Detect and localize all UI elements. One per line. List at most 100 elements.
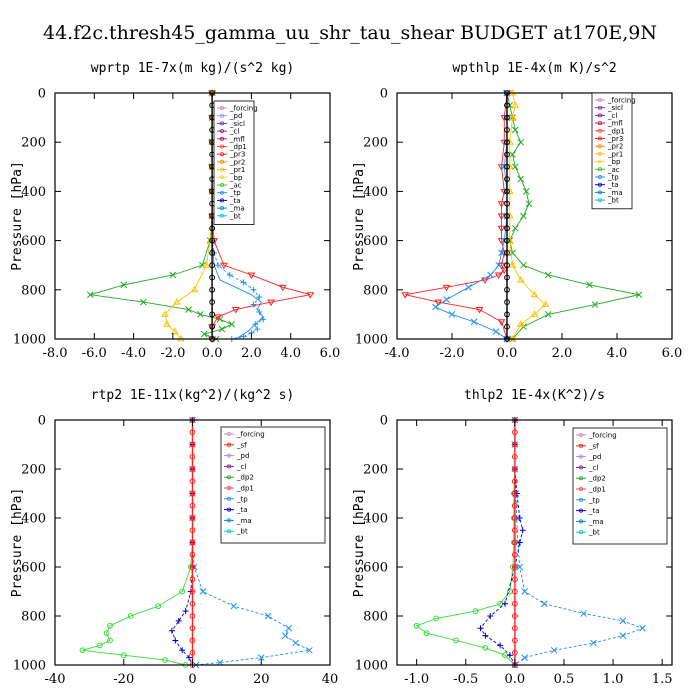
- data-point: [550, 646, 558, 654]
- data-point: [120, 281, 128, 289]
- legend-marker: [579, 432, 584, 437]
- data-point: [544, 271, 552, 279]
- data-point: [179, 588, 186, 595]
- legend-marker: [226, 475, 231, 480]
- legend-label: _ac: [607, 166, 620, 174]
- series-tp: [432, 89, 511, 343]
- series-bt: [504, 90, 510, 342]
- legend-marker: [226, 496, 231, 501]
- y-axis-label: Pressure [hPa]: [10, 488, 25, 598]
- series-line: [171, 420, 193, 666]
- data-point: [401, 292, 410, 299]
- data-point: [540, 600, 548, 608]
- legend-label: _ta: [607, 181, 619, 189]
- x-tick-label: 0: [188, 672, 196, 687]
- series-line: [164, 93, 213, 340]
- data-point: [500, 188, 509, 196]
- data-point: [231, 306, 240, 314]
- legend-label: _mfl: [229, 135, 245, 143]
- data-point: [502, 600, 509, 607]
- legend-label: _bt: [607, 197, 619, 205]
- data-point: [189, 600, 196, 607]
- data-point: [498, 249, 505, 257]
- y-tick-label: 0: [380, 414, 388, 429]
- data-point: [516, 539, 523, 546]
- data-point: [504, 102, 510, 109]
- data-point: [482, 632, 489, 639]
- legend-marker: [579, 530, 584, 535]
- data-point: [285, 624, 293, 632]
- data-point: [189, 490, 196, 497]
- chart-panel-1: wprtp 1E-7x(m kg)/(s^2 kg) Pressure [hPa]…: [10, 61, 340, 361]
- data-point: [619, 617, 627, 625]
- legend-marker: [579, 443, 584, 448]
- data-point: [511, 539, 518, 546]
- legend-label: _pd: [588, 453, 601, 461]
- legend-marker: [219, 159, 224, 164]
- y-tick-label: 1000: [13, 333, 46, 348]
- data-point: [511, 429, 518, 436]
- data-point: [127, 613, 134, 619]
- data-point: [448, 311, 456, 318]
- legend-box: [220, 426, 326, 544]
- data-point: [140, 298, 147, 306]
- data-point: [504, 139, 510, 146]
- y-axis-label: Pressure [hPa]: [352, 161, 367, 271]
- data-point: [511, 625, 518, 632]
- legend-marker: [598, 190, 603, 195]
- series-ta: [477, 417, 526, 668]
- legend-label: _dp1: [229, 143, 247, 151]
- legend-marker: [219, 144, 224, 149]
- data-point: [511, 576, 518, 583]
- legend-marker: [226, 518, 231, 523]
- data-point: [189, 466, 196, 472]
- data-point: [209, 299, 216, 306]
- data-point: [281, 632, 289, 639]
- legend-marker: [598, 174, 603, 179]
- data-point: [516, 275, 525, 283]
- legend-label: _forcing: [588, 432, 617, 440]
- data-point: [189, 502, 196, 509]
- data-point: [500, 115, 509, 122]
- legend-marker: [598, 136, 603, 141]
- data-point: [494, 272, 503, 280]
- x-tick-label: 4.0: [280, 346, 301, 361]
- legend-marker: [598, 113, 603, 118]
- data-point: [189, 576, 196, 583]
- x-tick-label: 0.0: [505, 672, 526, 687]
- data-point: [189, 429, 196, 436]
- legend-label: _ma: [588, 518, 604, 526]
- data-point: [509, 249, 516, 257]
- x-tick-label: 2.0: [552, 346, 573, 361]
- x-tick-label: -4.0: [121, 346, 146, 361]
- data-point: [511, 453, 518, 460]
- x-tick-label: 4.0: [607, 346, 628, 361]
- series-forcing: [189, 417, 196, 668]
- data-point: [519, 527, 526, 534]
- data-point: [497, 201, 506, 208]
- series-dp1: [401, 90, 511, 343]
- data-point: [497, 164, 506, 171]
- y-tick-label: 1000: [13, 659, 46, 674]
- legend-label: _pd: [229, 112, 242, 120]
- data-point: [169, 271, 177, 279]
- data-point: [591, 301, 599, 308]
- data-point: [619, 632, 627, 639]
- legend-label: _bt: [229, 212, 241, 220]
- data-point: [168, 627, 175, 634]
- data-point: [516, 563, 524, 571]
- legend-label: _mfl: [607, 120, 623, 128]
- y-tick-label: 400: [21, 512, 46, 527]
- legend-label: _ta: [229, 197, 241, 205]
- data-point: [189, 613, 196, 619]
- legend-label: _ma: [607, 189, 623, 197]
- legend-label: _forcing: [229, 105, 258, 113]
- legend-label: _ta: [588, 507, 600, 515]
- y-tick-label: 800: [363, 283, 388, 298]
- data-point: [511, 527, 518, 534]
- series-line: [506, 92, 640, 340]
- data-point: [504, 299, 510, 306]
- legend-marker: [219, 175, 224, 180]
- legend-marker: [226, 485, 231, 490]
- chart-panel-2: wpthlp 1E-4x(m K)/s^2 Pressure [hPa] -4.0 -…: [352, 61, 682, 361]
